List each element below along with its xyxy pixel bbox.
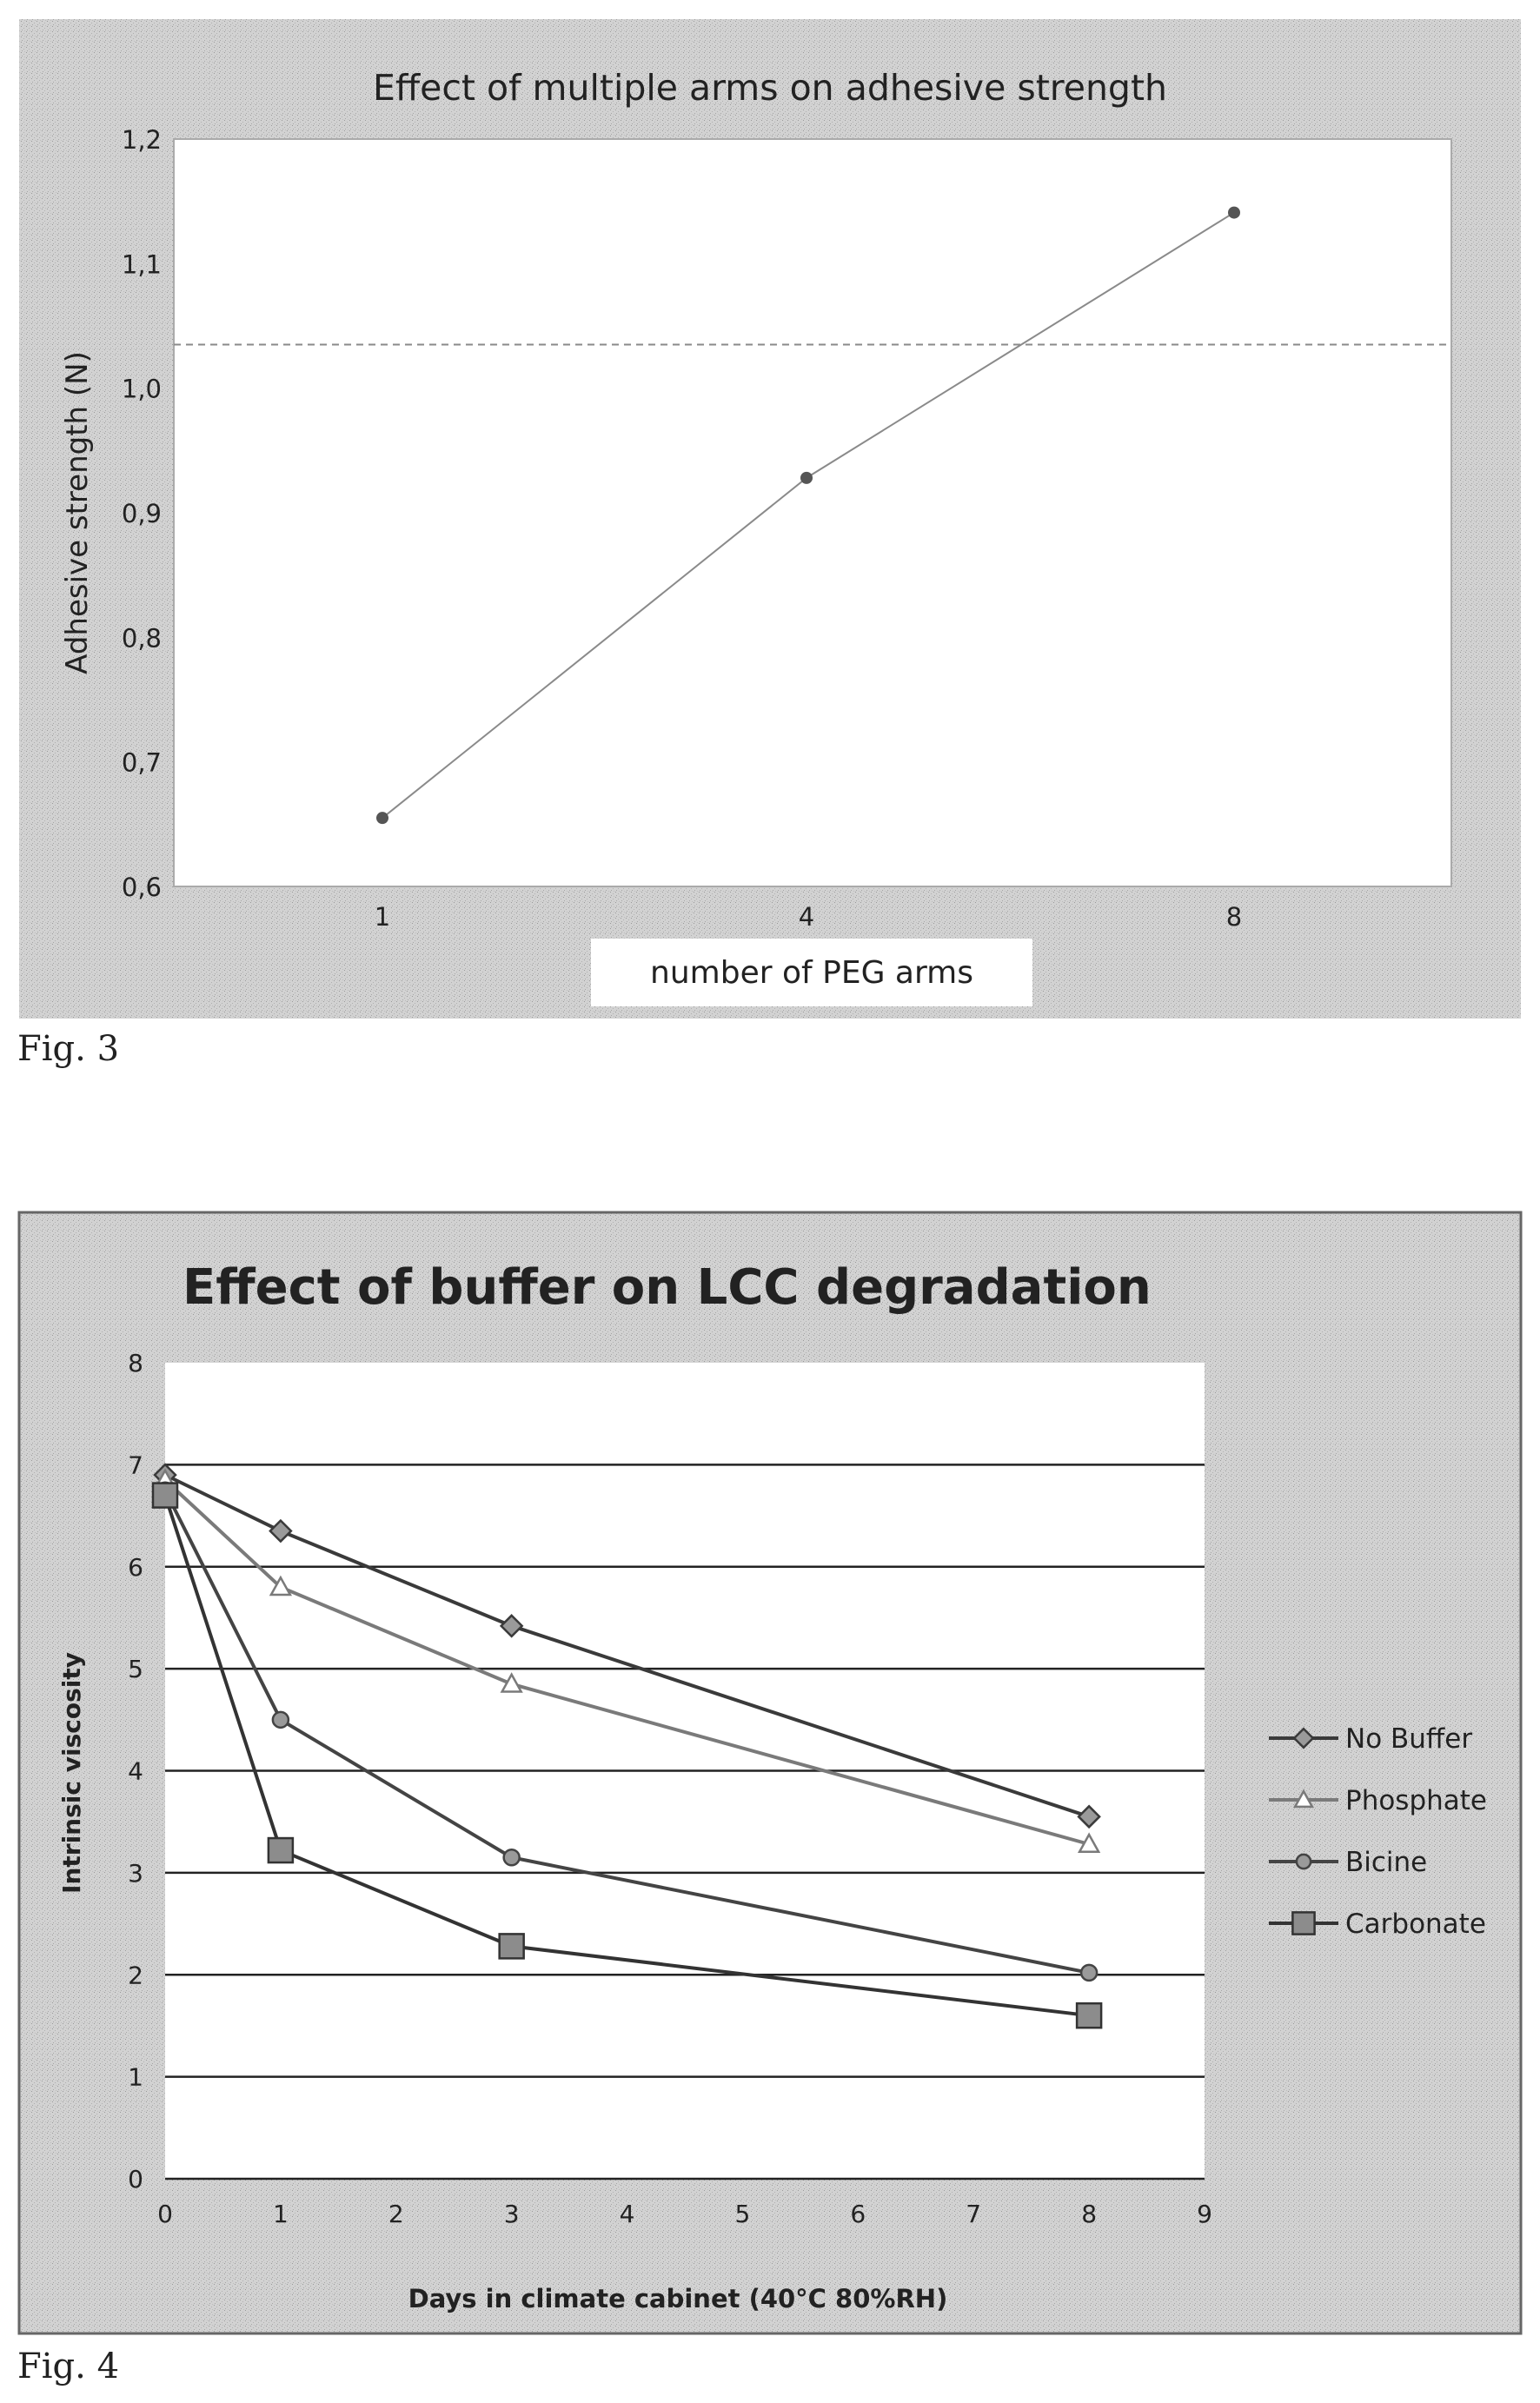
legend-label: Bicine (1345, 1847, 1427, 1878)
data-point (269, 1575, 293, 1596)
y-axis-label: Adhesive strength (N) (60, 351, 95, 674)
x-tick-label: 3 (504, 2200, 520, 2228)
series-line (163, 1478, 1090, 1846)
y-tick-label: 0,8 (122, 623, 162, 653)
x-tick-label: 1 (273, 2200, 289, 2228)
x-tick-label: 2 (388, 2200, 404, 2228)
y-tick-label: 0 (128, 2165, 143, 2194)
legend-marker (1295, 1853, 1312, 1870)
y-tick-label: 1,2 (122, 125, 162, 155)
y-tick-label: 8 (128, 1349, 143, 1377)
legend-entry: Phosphate (1269, 1785, 1487, 1816)
x-tick-label: 7 (966, 2200, 981, 2228)
x-tick-label: 1 (375, 902, 390, 932)
data-point (269, 1518, 293, 1543)
x-tick-label: 4 (799, 902, 814, 932)
x-tick-label: 6 (850, 2200, 866, 2228)
x-tick-label: 0 (157, 2200, 173, 2228)
y-tick-label: 1,1 (122, 249, 162, 279)
data-point (151, 1482, 179, 1509)
legend-label: Carbonate (1345, 1908, 1486, 1940)
data-point (500, 1672, 523, 1693)
y-axis-label: Intrinsic viscosity (57, 1652, 86, 1894)
x-tick-labels: 1 4 8 (375, 902, 1242, 932)
y-tick-label: 0,6 (122, 873, 162, 902)
series-line (163, 1489, 1090, 1975)
data-point (1075, 2001, 1103, 2029)
y-tick-label: 4 (128, 1757, 143, 1786)
series-carbonate (151, 1482, 1103, 2029)
x-axis-label-box (591, 939, 1032, 1006)
y-tick-label: 7 (128, 1450, 143, 1479)
x-tick-label: 9 (1197, 2200, 1212, 2228)
figure-4-caption: Fig. 4 (17, 2347, 120, 2386)
data-point (1228, 206, 1240, 219)
legend-label: No Buffer (1345, 1723, 1472, 1755)
series-group (376, 206, 1240, 825)
x-tick-label: 5 (735, 2200, 751, 2228)
legend-entry: Bicine (1269, 1847, 1427, 1878)
x-axis-label: Days in climate cabinet (40°C 80%RH) (408, 2284, 948, 2313)
y-tick-labels: 0 1 2 3 4 5 6 7 8 (128, 1349, 143, 2194)
y-tick-labels: 0,6 0,7 0,8 0,9 1,0 1,1 1,2 (122, 125, 162, 902)
chart-title: Effect of multiple arms on adhesive stre… (373, 67, 1167, 109)
plot-area (173, 138, 1452, 887)
figure-3-chart: Effect of multiple arms on adhesive stre… (19, 19, 1521, 1019)
series-group (151, 1463, 1103, 2029)
legend-entry: No Buffer (1269, 1723, 1472, 1755)
y-tick-label: 1,0 (122, 375, 162, 404)
data-point (271, 1710, 290, 1729)
x-tick-label: 8 (1081, 2200, 1097, 2228)
x-axis-label: number of PEG arms (650, 955, 973, 991)
series-line (164, 1473, 1090, 1819)
data-point (502, 1849, 521, 1867)
data-point (498, 1933, 525, 1960)
legend-marker (1292, 1727, 1315, 1749)
x-tick-label: 8 (1226, 902, 1242, 932)
series-no-buffer (153, 1463, 1101, 1829)
x-tick-label: 4 (620, 2200, 635, 2228)
series-line (163, 1494, 1090, 2018)
chart-title: Effect of buffer on LCC degradation (183, 1259, 1152, 1316)
y-tick-label: 5 (128, 1655, 143, 1683)
data-point (1077, 1804, 1101, 1829)
data-point (376, 812, 388, 825)
y-tick-label: 2 (128, 1961, 143, 1989)
legend-marker (1291, 1911, 1316, 1935)
y-tick-label: 3 (128, 1859, 143, 1888)
data-point (1077, 1832, 1101, 1854)
legend-entry: Carbonate (1269, 1908, 1486, 1940)
data-point (499, 1614, 524, 1638)
y-tick-label: 1 (128, 2063, 143, 2092)
legend: No Buffer Phosphate Bicine Carbonate (1269, 1723, 1487, 1940)
legend-marker (1292, 1789, 1315, 1809)
y-tick-label: 0,7 (122, 748, 162, 778)
y-tick-label: 0,9 (122, 499, 162, 528)
legend-label: Phosphate (1345, 1785, 1487, 1816)
x-tick-labels: 0 1 2 3 4 5 6 7 8 9 (157, 2200, 1212, 2228)
figure-3-caption: Fig. 3 (17, 1029, 120, 1069)
data-point (1079, 1963, 1099, 1982)
data-point (800, 471, 813, 484)
y-tick-label: 6 (128, 1553, 143, 1582)
data-point (267, 1836, 295, 1864)
